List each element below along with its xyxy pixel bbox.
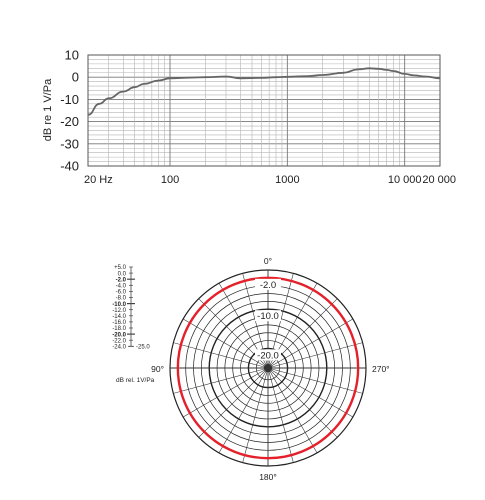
scale-label: -6.0 [116,290,127,296]
polar-spoke [267,367,354,418]
x-tick-label: 20 000 [422,174,456,186]
scale-label: -16.0 [112,320,126,326]
polar-spoke [173,367,269,394]
polar-spoke [267,342,363,369]
polar-spoke [267,367,294,463]
y-tick-label: -20 [60,114,79,129]
polar-spoke [242,367,269,463]
polar-ring-label: -2.0 [260,280,276,291]
scale-label: -2.0 [116,277,127,283]
scale-label: -24.0 [112,345,126,351]
frequency-response-chart: 100-10-20-30-40 20 Hz 100 1000 10 000 20 000… [42,48,456,187]
x-tick-label: 100 [161,174,179,186]
polar-grid [169,269,367,467]
polar-pattern-curve [176,276,360,460]
scale-label: -18.0 [112,326,126,332]
polar-spoke [267,367,363,394]
ring-label-bg [255,349,281,361]
y-tick-labels: 10 0 -10 -20 -30 -40 [60,48,79,174]
polar-spoke [198,367,269,438]
scale-label: -25.0 [136,345,150,351]
polar-angle-label: 0° [264,256,272,266]
scale-label: -4.0 [116,284,127,290]
scale-label: +5.0 [114,265,127,271]
scale-label: -20.0 [112,332,126,338]
y-tick-label: -40 [60,159,79,174]
polar-ring-label: -10.0 [257,311,279,322]
scale-label: 0.0 [118,271,127,277]
y-axis-label: dB re 1 V/Pa [42,78,54,141]
scale-label: -22.0 [112,338,126,344]
response-curve [87,67,441,116]
y-tick-label: 0 [72,70,79,85]
y-tick-label: -10 [60,92,79,107]
polar-spoke [267,367,338,438]
scale-label: -10.0 [112,302,126,308]
polar-pattern-chart: 0°90°180°270°-2.0-10.0-20.0 +5.00.0-2.0-… [112,256,389,482]
polar-pattern-group [176,276,360,460]
polar-labels: 0° 90° 180° 270° -2.0 -10.0 -20.0 [151,256,389,482]
polar-angle-label: 90° [151,364,164,374]
polar-angle-label: 180° [259,472,277,482]
x-tick-labels: 20 Hz 100 1000 10 000 20 000 [84,174,456,186]
polar-spoke [267,318,354,369]
polar-ring-label: -20.0 [257,350,279,361]
y-tick-label: 10 [65,48,79,63]
polar-scale: +5.00.0-2.0-4.0-6.0-8.0-10.0-12.0-14.0-1… [112,265,150,350]
polar-spoke [182,318,269,369]
scale-label: -8.0 [116,296,127,302]
frequency-grid [87,54,441,167]
polar-spoke [218,367,269,454]
polar-spoke [173,342,269,369]
frequency-plot-frame [87,54,441,167]
polar-spoke [182,367,269,418]
frequency-series-group [87,67,441,116]
y-tick-label: -30 [60,136,79,151]
polar-spoke [267,367,318,454]
x-tick-label: 20 Hz [84,174,113,186]
scale-label: -14.0 [112,314,126,320]
ring-label-bg [255,310,281,322]
ring-label-bg [255,278,281,290]
x-tick-label: 10 000 [388,174,422,186]
x-tick-label: 1000 [275,174,299,186]
polar-center-dot [264,364,272,372]
polar-scale-unit: dB rel. 1V/Pa [116,377,155,384]
polar-angle-label: 270° [372,364,390,374]
scale-label: -12.0 [112,308,126,314]
